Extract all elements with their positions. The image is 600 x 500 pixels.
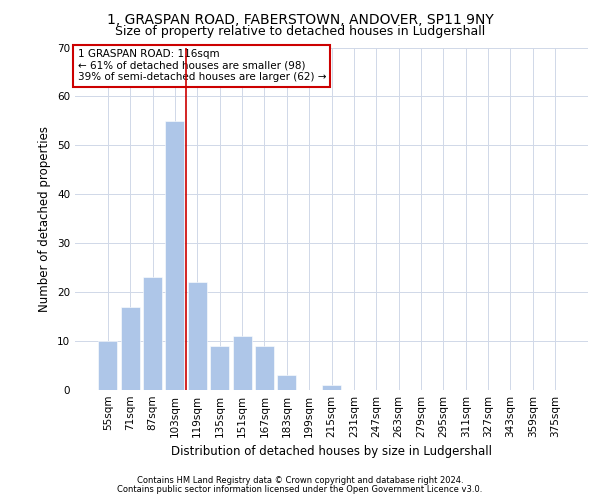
Text: 1 GRASPAN ROAD: 116sqm
← 61% of detached houses are smaller (98)
39% of semi-det: 1 GRASPAN ROAD: 116sqm ← 61% of detached… xyxy=(77,49,326,82)
Y-axis label: Number of detached properties: Number of detached properties xyxy=(38,126,52,312)
Bar xyxy=(255,346,274,390)
Text: Contains public sector information licensed under the Open Government Licence v3: Contains public sector information licen… xyxy=(118,485,482,494)
Bar xyxy=(143,278,162,390)
Bar xyxy=(188,282,207,390)
Text: 1, GRASPAN ROAD, FABERSTOWN, ANDOVER, SP11 9NY: 1, GRASPAN ROAD, FABERSTOWN, ANDOVER, SP… xyxy=(107,12,493,26)
Bar xyxy=(233,336,251,390)
Text: Size of property relative to detached houses in Ludgershall: Size of property relative to detached ho… xyxy=(115,25,485,38)
Bar xyxy=(121,307,140,390)
X-axis label: Distribution of detached houses by size in Ludgershall: Distribution of detached houses by size … xyxy=(171,446,492,458)
Bar xyxy=(322,385,341,390)
Bar xyxy=(98,341,118,390)
Bar xyxy=(166,121,184,390)
Bar xyxy=(210,346,229,390)
Bar xyxy=(277,376,296,390)
Text: Contains HM Land Registry data © Crown copyright and database right 2024.: Contains HM Land Registry data © Crown c… xyxy=(137,476,463,485)
